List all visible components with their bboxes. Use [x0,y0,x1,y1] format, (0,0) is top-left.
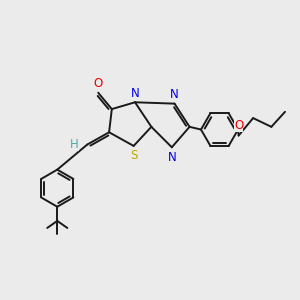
Text: H: H [70,138,79,151]
Text: S: S [130,149,137,163]
Text: N: N [167,151,176,164]
Text: O: O [94,77,103,90]
Text: N: N [130,86,140,100]
Text: O: O [234,119,243,132]
Text: N: N [170,88,179,101]
